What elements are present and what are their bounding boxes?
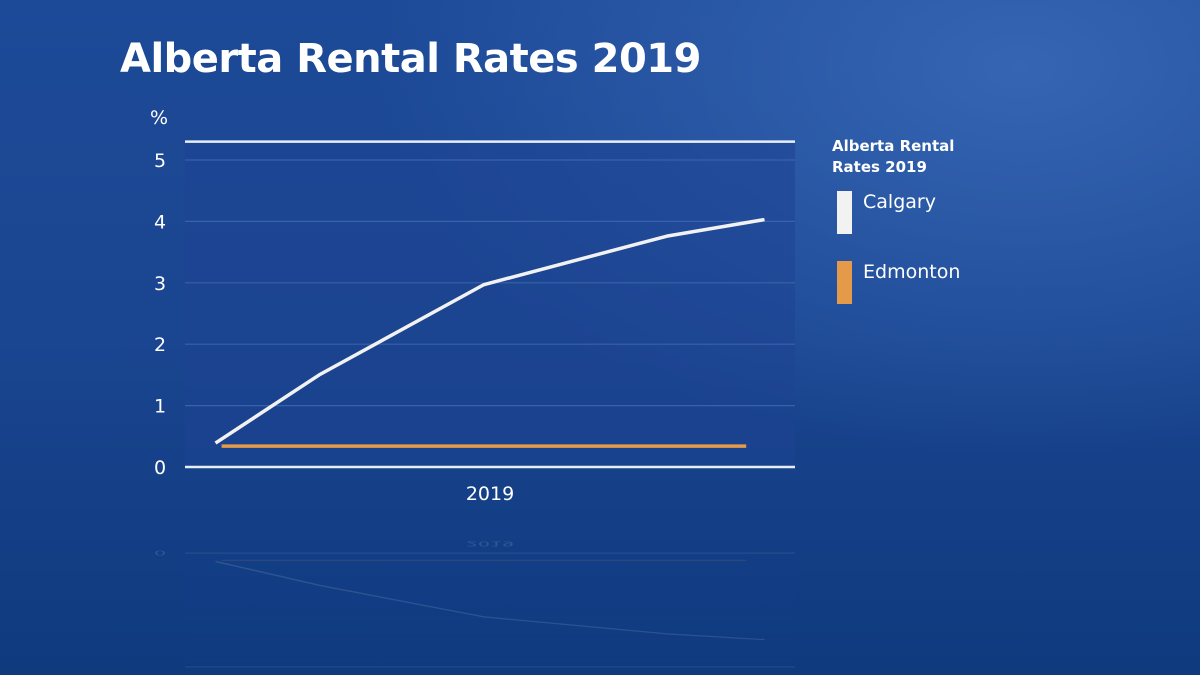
y-tick-label: 2	[154, 334, 166, 356]
y-tick-label: 3	[154, 273, 166, 295]
legend: Alberta Rental Rates 2019 Calgary Edmont…	[832, 136, 982, 304]
x-tick-label: 2019	[466, 483, 514, 505]
y-tick-label: 5	[154, 150, 166, 172]
chart-title: Alberta Rental Rates 2019	[120, 36, 701, 82]
series-line-calgary	[214, 217, 765, 445]
legend-label-calgary: Calgary	[863, 191, 936, 213]
y-tick-label: 1	[154, 396, 166, 418]
legend-swatch-calgary	[837, 191, 852, 234]
y-tick-label: 4	[154, 211, 166, 233]
plot-area	[185, 141, 795, 467]
legend-title: Alberta Rental Rates 2019	[832, 137, 955, 176]
legend-swatch-edmonton	[837, 261, 852, 304]
y-axis-unit-label: %	[150, 107, 168, 129]
legend-label-edmonton: Edmonton	[863, 261, 961, 283]
y-tick-label: 0	[154, 457, 166, 479]
